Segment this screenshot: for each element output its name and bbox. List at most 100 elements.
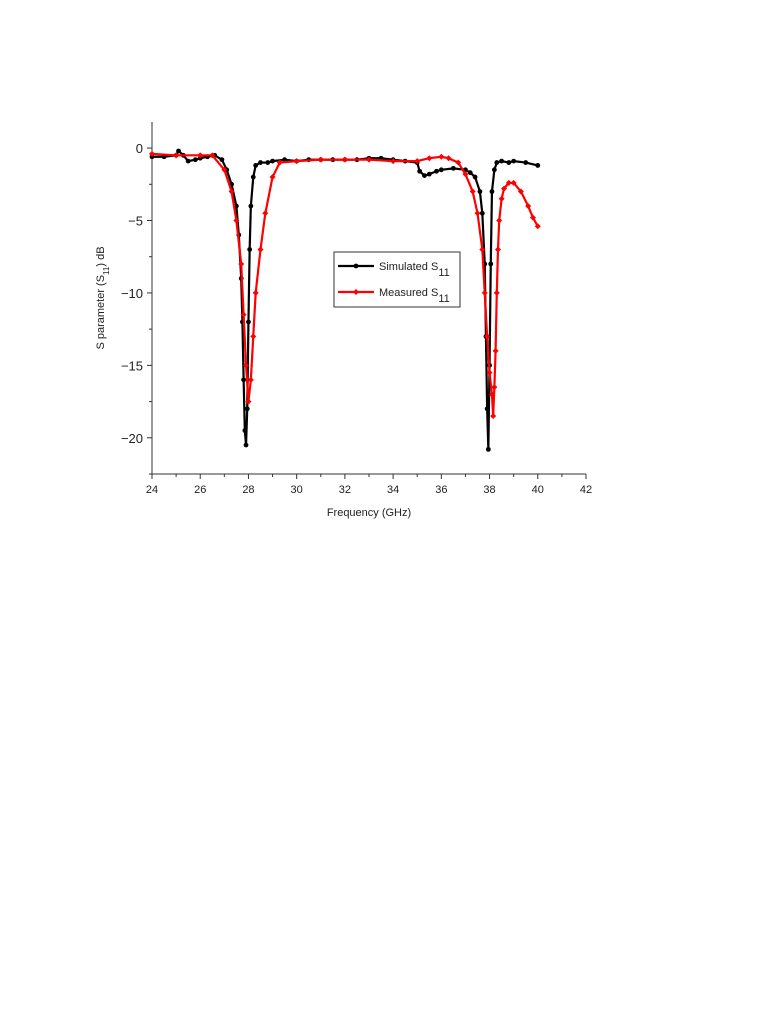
data-point <box>247 376 254 383</box>
data-point <box>248 203 254 209</box>
data-point <box>243 442 249 448</box>
legend-label: Measured S11 <box>379 287 450 305</box>
data-point <box>221 166 228 173</box>
data-point <box>242 428 248 433</box>
data-point <box>257 246 264 253</box>
data-point <box>265 160 271 165</box>
data-point <box>176 148 181 154</box>
data-point <box>253 163 259 168</box>
data-point <box>477 189 483 194</box>
data-point <box>485 446 491 452</box>
data-point <box>506 160 512 165</box>
y-axis-title-subscript: 11 <box>102 266 111 275</box>
data-point <box>523 160 529 165</box>
data-point <box>252 289 259 296</box>
data-point <box>488 391 495 398</box>
data-point <box>445 155 452 162</box>
data-point <box>488 261 494 267</box>
data-point <box>197 152 204 159</box>
data-point <box>426 155 433 162</box>
series-1 <box>149 150 541 420</box>
data-point <box>262 210 269 217</box>
data-point <box>484 333 491 340</box>
data-point <box>492 347 499 354</box>
data-point <box>510 179 517 186</box>
data-point <box>450 165 456 171</box>
legend: Simulated S11 Measured S11 <box>333 251 461 308</box>
data-point <box>529 214 536 221</box>
data-point <box>238 260 245 267</box>
data-point <box>479 210 485 216</box>
data-point <box>228 188 235 195</box>
data-point <box>390 158 397 165</box>
data-point <box>246 319 251 325</box>
data-point <box>241 377 247 383</box>
data-point <box>511 158 517 164</box>
data-point <box>426 171 432 177</box>
data-point <box>233 217 240 224</box>
data-point <box>270 158 275 164</box>
x-tick-label: 42 <box>580 484 592 496</box>
data-point <box>490 413 497 420</box>
data-point <box>493 289 500 296</box>
legend-label: Simulated S11 <box>379 261 450 279</box>
data-point <box>243 362 250 369</box>
data-point <box>219 157 225 163</box>
x-tick-label: 40 <box>532 484 544 496</box>
y-tick-label: −20 <box>121 431 143 446</box>
y-axis-title-main: S parameter (S <box>95 275 107 350</box>
data-point <box>245 398 252 405</box>
data-point <box>193 157 198 163</box>
data-point <box>484 406 490 412</box>
data-point <box>422 173 427 178</box>
legend-label-name: Simulated S <box>379 261 438 273</box>
data-point <box>185 158 191 164</box>
data-point <box>173 152 180 159</box>
data-point <box>535 163 541 168</box>
y-axis-title: S parameter (S11) dB <box>95 246 111 349</box>
y-tick-label: −15 <box>121 358 143 373</box>
data-point <box>366 156 372 163</box>
x-tick-label: 26 <box>194 484 206 496</box>
legend-swatch-marker <box>353 289 359 295</box>
legend-swatch-marker <box>353 263 359 269</box>
data-point <box>525 203 532 210</box>
data-point <box>462 171 469 178</box>
x-tick-label: 34 <box>387 484 399 496</box>
x-tick-label: 24 <box>146 484 158 496</box>
y-tick-label: −10 <box>121 286 143 301</box>
data-point <box>269 174 276 181</box>
data-point <box>247 247 253 252</box>
data-point <box>434 168 439 174</box>
axes: 24 26 28 30 32 34 36 38 40 42 0 −5 −10 −15 −20 <box>121 122 592 496</box>
data-point <box>489 189 495 194</box>
x-axis-title: Frequency (GHz) <box>327 507 411 519</box>
data-point <box>486 369 493 376</box>
legend-label-subscript: 11 <box>438 267 449 279</box>
data-point <box>240 311 247 318</box>
data-point <box>496 217 503 224</box>
data-point <box>455 159 462 166</box>
y-tick-label: −5 <box>128 214 143 229</box>
x-tick-label: 28 <box>242 484 254 496</box>
data-point <box>469 188 476 195</box>
series-layer <box>149 148 541 452</box>
y-axis-title-suffix: ) dB <box>95 246 107 266</box>
data-point <box>494 246 501 253</box>
data-point <box>479 246 486 253</box>
series-line <box>151 152 539 418</box>
data-point <box>244 406 250 412</box>
data-point <box>505 179 512 186</box>
data-point <box>494 160 500 165</box>
data-point <box>250 333 257 340</box>
data-point <box>209 152 216 159</box>
x-tick-label: 36 <box>435 484 447 496</box>
data-point <box>258 160 263 165</box>
data-point <box>276 159 283 166</box>
data-point <box>474 210 481 217</box>
legend-box <box>333 251 461 308</box>
data-point <box>499 158 505 164</box>
data-point <box>438 153 445 160</box>
data-point <box>481 289 488 296</box>
